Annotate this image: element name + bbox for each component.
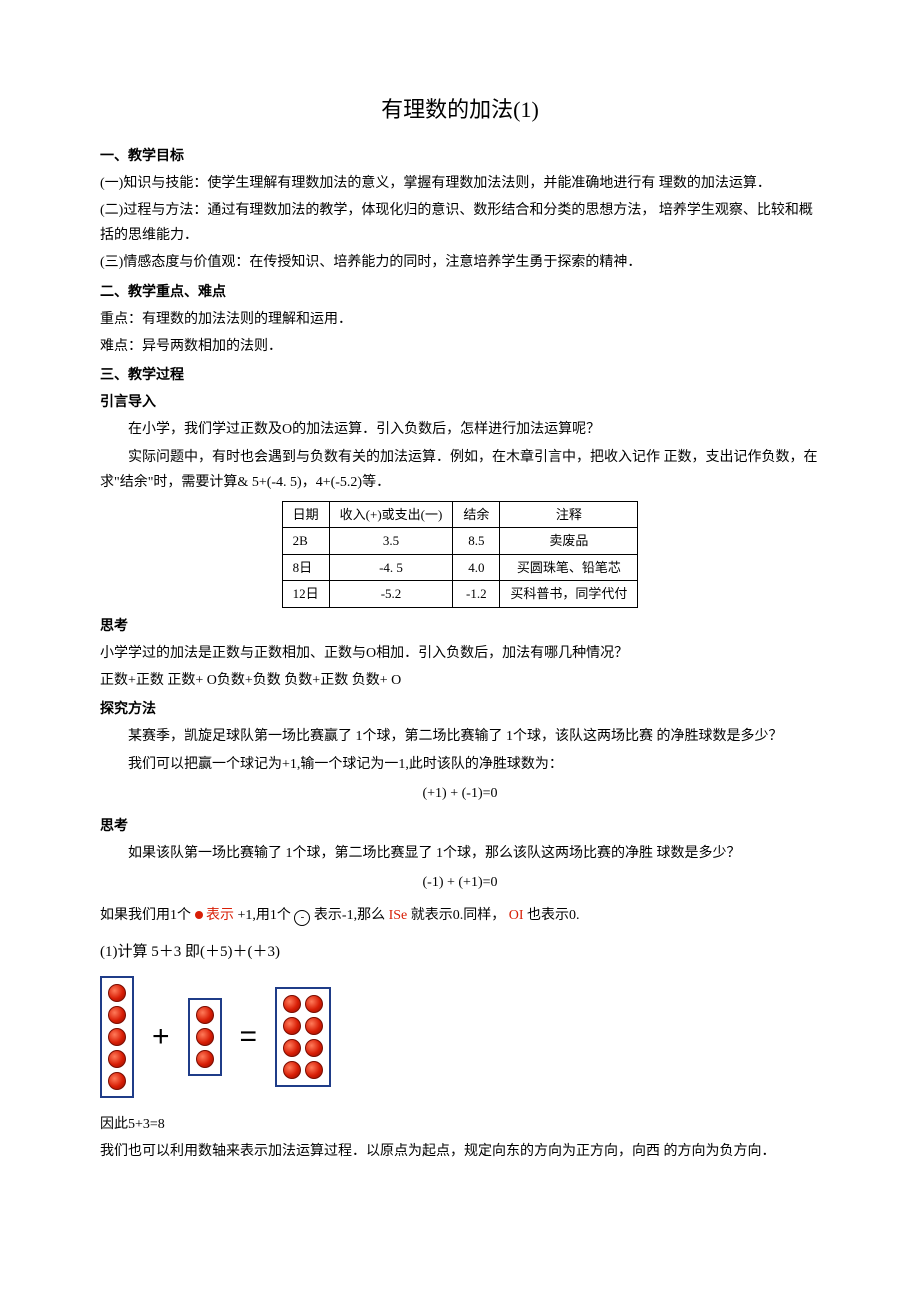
- equals-icon: =: [240, 1010, 258, 1064]
- th-note: 注释: [500, 502, 638, 528]
- calc-line: (1)计算 5＋3 即(＋5)＋(＋3): [100, 939, 820, 966]
- dot-icon: [305, 995, 323, 1013]
- dot-icon: [305, 1061, 323, 1079]
- dot-icon: [283, 1061, 301, 1079]
- t-g: OI: [509, 908, 524, 923]
- t-a: 如果我们用1个: [100, 908, 191, 923]
- box-mid: [188, 998, 222, 1076]
- dot-icon: [283, 1039, 301, 1057]
- t-h: 也表示0.: [527, 908, 580, 923]
- s3-p1: 在小学，我们学过正数及O的加法运算．引入负数后，怎样进行加法运算呢？: [100, 417, 820, 442]
- cell: 买圆珠笔、铅笔芯: [500, 554, 638, 580]
- section-2-heading: 二、教学重点、难点: [100, 280, 820, 305]
- th-io: 收入(+)或支出(一): [329, 502, 453, 528]
- dot-icon: [196, 1050, 214, 1068]
- cell: 卖废品: [500, 528, 638, 554]
- circled-minus-icon: -: [294, 910, 310, 926]
- dot-icon: [108, 984, 126, 1002]
- s1-p1: (一)知识与技能：使学生理解有理数加法的意义，掌握有理数加法法则，并能准确地进行…: [100, 171, 820, 196]
- dot-icon: [196, 1028, 214, 1046]
- t-b: 表示: [206, 908, 234, 923]
- cell: -5.2: [329, 581, 453, 607]
- section-1-heading: 一、教学目标: [100, 144, 820, 169]
- t-c: +1,用1个: [238, 908, 291, 923]
- intro-heading: 引言导入: [100, 390, 820, 415]
- cell: -1.2: [453, 581, 500, 607]
- explore-heading: 探究方法: [100, 697, 820, 722]
- s4-p2: 正数+正数 正数+ O负数+负数 负数+正数 负数+ O: [100, 668, 820, 693]
- dot-icon: [108, 1050, 126, 1068]
- bead-diagram: + =: [100, 976, 820, 1098]
- s3-p2: 实际问题中，有时也会遇到与负数有关的加法运算．例如，在木章引言中，把收入记作 正…: [100, 445, 820, 495]
- cell: 3.5: [329, 528, 453, 554]
- s2-p2: 难点：异号两数相加的法则．: [100, 334, 820, 359]
- cell: 4.0: [453, 554, 500, 580]
- s9-p1: 因此5+3=8: [100, 1112, 820, 1137]
- s5-p1: 某赛季，凯旋足球队第一场比赛赢了 1个球，第二场比赛输了 1个球，该队这两场比赛…: [100, 724, 820, 749]
- cell: 8日: [282, 554, 329, 580]
- dot-icon: [108, 1006, 126, 1024]
- s6-p1: 如果该队第一场比赛输了 1个球，第二场比赛显了 1个球，那么该队这两场比赛的净胜…: [100, 841, 820, 866]
- t-f: 就表示0.同样，: [411, 908, 506, 923]
- cell: 12日: [282, 581, 329, 607]
- cell: 2B: [282, 528, 329, 554]
- page-title: 有理数的加法(1): [100, 90, 820, 130]
- s1-p2: (二)过程与方法：通过有理数加法的教学，体现化归的意识、数形结合和分类的思想方法…: [100, 198, 820, 248]
- s1-p3: (三)情感态度与价值观：在传授知识、培养能力的同时，注意培养学生勇于探索的精神．: [100, 250, 820, 275]
- dot-icon: [196, 1006, 214, 1024]
- table-row: 2B 3.5 8.5 卖废品: [282, 528, 638, 554]
- dot-icon: [108, 1028, 126, 1046]
- think-heading-2: 思考: [100, 814, 820, 839]
- section-3-heading: 三、教学过程: [100, 363, 820, 388]
- cell: -4. 5: [329, 554, 453, 580]
- balance-table: 日期 收入(+)或支出(一) 结余 注释 2B 3.5 8.5 卖废品 8日 -…: [282, 501, 639, 608]
- t-d: 表示-1,那么: [314, 908, 385, 923]
- box-right: [275, 987, 331, 1087]
- s9-p2: 我们也可以利用数轴来表示加法运算过程．以原点为起点，规定向东的方向为正方向，向西…: [100, 1139, 820, 1164]
- dot-icon: [283, 1017, 301, 1035]
- table-row: 12日 -5.2 -1.2 买科普书，同学代付: [282, 581, 638, 607]
- plus-icon: +: [152, 1010, 170, 1064]
- s5-p2: 我们可以把赢一个球记为+1,输一个球记为一1,此时该队的净胜球数为：: [100, 752, 820, 777]
- th-balance: 结余: [453, 502, 500, 528]
- table-header-row: 日期 收入(+)或支出(一) 结余 注释: [282, 502, 638, 528]
- think-heading-1: 思考: [100, 614, 820, 639]
- notation-line: 如果我们用1个 表示 +1,用1个 - 表示-1,那么 ISe 就表示0.同样，…: [100, 903, 820, 928]
- cell: 买科普书，同学代付: [500, 581, 638, 607]
- dot-icon: [108, 1072, 126, 1090]
- table-row: 8日 -4. 5 4.0 买圆珠笔、铅笔芯: [282, 554, 638, 580]
- box-left: [100, 976, 134, 1098]
- s4-p1: 小学学过的加法是正数与正数相加、正数与O相加．引入负数后，加法有哪几种情况？: [100, 641, 820, 666]
- t-e: ISe: [389, 908, 408, 923]
- dot-icon: [305, 1039, 323, 1057]
- red-dot-icon: [195, 911, 203, 919]
- dot-icon: [305, 1017, 323, 1035]
- formula-2: (-1) + (+1)=0: [100, 870, 820, 895]
- dot-icon: [283, 995, 301, 1013]
- cell: 8.5: [453, 528, 500, 554]
- th-date: 日期: [282, 502, 329, 528]
- s2-p1: 重点：有理数的加法法则的理解和运用．: [100, 307, 820, 332]
- formula-1: (+1) + (-1)=0: [100, 781, 820, 806]
